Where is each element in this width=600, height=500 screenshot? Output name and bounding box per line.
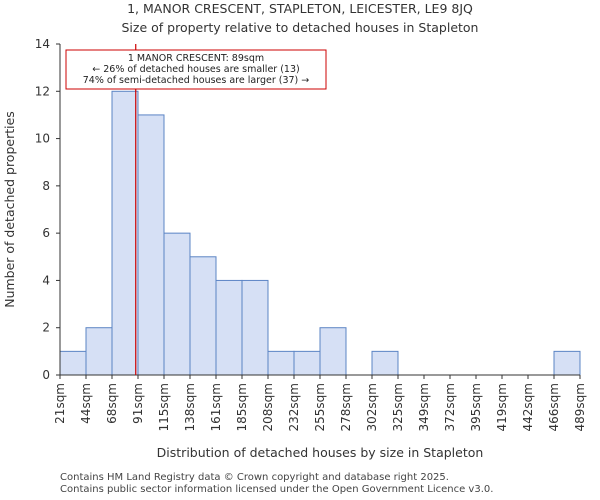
x-tick-label-0: 21sqm — [53, 383, 67, 424]
x-axis-title: Distribution of detached houses by size … — [157, 445, 484, 460]
annotation-box — [65, 49, 327, 90]
annotation-title: 1 MANOR CRESCENT: 89sqm — [128, 53, 264, 64]
footer-copyright: Contains HM Land Registry data © Crown c… — [60, 472, 449, 483]
bar-1 — [85, 327, 113, 376]
bar-7 — [241, 279, 269, 376]
bar-19 — [553, 350, 581, 376]
annotation-smaller: ← 26% of detached houses are smaller (13… — [92, 64, 299, 75]
chart-title: 1, MANOR CRESCENT, STAPLETON, LEICESTER,… — [127, 1, 473, 16]
bar-3 — [137, 114, 165, 376]
x-tick-label-10: 255sqm — [313, 383, 327, 431]
x-tick-label-16: 395sqm — [469, 383, 483, 431]
x-tick-label-11: 278sqm — [339, 383, 353, 431]
annotation-larger: 74% of semi-detached houses are larger (… — [83, 75, 310, 86]
bar-5 — [189, 256, 217, 376]
x-tick-label-6: 161sqm — [209, 383, 223, 431]
y-tick-label-10: 10 — [35, 132, 50, 146]
x-tick-label-17: 419sqm — [495, 383, 509, 431]
x-tick-label-14: 349sqm — [417, 383, 431, 431]
y-tick-label-6: 6 — [42, 226, 50, 240]
x-tick-label-18: 442sqm — [521, 383, 535, 431]
bar-10 — [319, 327, 347, 376]
bar-4 — [163, 232, 191, 376]
x-tick-label-20: 489sqm — [573, 383, 587, 431]
y-tick-label-2: 2 — [42, 321, 50, 335]
x-tick-label-9: 232sqm — [287, 383, 301, 431]
x-tick-label-7: 185sqm — [235, 383, 249, 431]
x-tick-label-3: 91sqm — [131, 383, 145, 424]
bar-8 — [267, 350, 295, 376]
x-tick-label-15: 372sqm — [443, 383, 457, 431]
bar-12 — [371, 350, 399, 376]
x-tick-label-13: 325sqm — [391, 383, 405, 431]
y-tick-label-4: 4 — [42, 273, 50, 287]
histogram-chart: 0 2 4 6 8 10 12 14 21sqm 44sqm 68sqm 91sqm 115sqm 138… — [2, 37, 587, 460]
y-axis-title: Number of detached properties — [2, 111, 17, 308]
x-tick-label-2: 68sqm — [105, 383, 119, 424]
y-tick-label-12: 12 — [35, 84, 50, 98]
footer-licence: Contains public sector information licen… — [60, 484, 494, 495]
chart-subtitle: Size of property relative to detached ho… — [121, 20, 479, 35]
x-tick-label-4: 115sqm — [157, 383, 171, 431]
x-tick-label-1: 44sqm — [79, 383, 93, 424]
x-tick-label-19: 466sqm — [547, 383, 561, 431]
x-tick-label-8: 208sqm — [261, 383, 275, 431]
bar-6 — [215, 279, 243, 376]
bar-2 — [111, 90, 139, 376]
bar-9 — [293, 350, 321, 376]
x-tick-label-5: 138sqm — [183, 383, 197, 431]
y-tick-label-8: 8 — [42, 179, 50, 193]
y-tick-label-0: 0 — [42, 368, 50, 382]
x-tick-label-12: 302sqm — [365, 383, 379, 431]
y-tick-label-14: 14 — [35, 37, 50, 51]
bar-0 — [59, 350, 87, 376]
